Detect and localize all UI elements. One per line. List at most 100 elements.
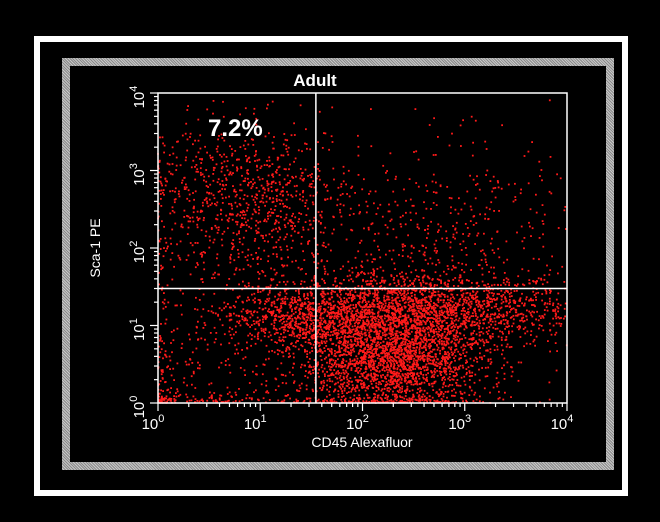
- data-point: [401, 309, 404, 311]
- data-point: [235, 214, 238, 217]
- data-point: [525, 342, 528, 345]
- data-point: [492, 335, 494, 338]
- data-point: [470, 333, 473, 336]
- data-point: [351, 310, 354, 312]
- data-point: [411, 398, 414, 401]
- data-point: [433, 376, 435, 379]
- data-point: [392, 307, 395, 310]
- data-point: [294, 311, 297, 314]
- data-point: [327, 306, 330, 309]
- data-point: [393, 370, 396, 373]
- data-point: [164, 184, 167, 187]
- data-point: [490, 313, 492, 316]
- data-point: [318, 309, 321, 312]
- data-point: [462, 344, 465, 347]
- data-point: [369, 280, 372, 282]
- data-point: [395, 292, 398, 295]
- data-point: [257, 323, 260, 325]
- data-point: [375, 382, 378, 385]
- data-point: [428, 382, 430, 385]
- data-point: [482, 307, 484, 310]
- data-point: [244, 140, 247, 142]
- data-point: [474, 341, 476, 344]
- data-point: [474, 294, 477, 296]
- data-point: [422, 279, 424, 282]
- data-point: [419, 358, 422, 361]
- data-point: [346, 385, 349, 387]
- data-point: [409, 355, 411, 357]
- data-point: [421, 329, 424, 332]
- data-point: [359, 314, 362, 317]
- data-point: [425, 282, 428, 285]
- data-point: [323, 330, 325, 333]
- data-point: [396, 274, 398, 277]
- data-point: [319, 387, 321, 389]
- data-point: [410, 372, 412, 374]
- data-point: [321, 387, 324, 389]
- data-point: [282, 340, 285, 342]
- data-point: [552, 304, 554, 307]
- data-point: [502, 349, 504, 352]
- data-point: [349, 329, 352, 332]
- data-point: [351, 325, 354, 328]
- data-point: [354, 400, 357, 403]
- data-point: [427, 372, 429, 375]
- data-point: [437, 340, 440, 343]
- data-point: [420, 307, 423, 310]
- data-point: [417, 335, 420, 338]
- data-point: [475, 315, 477, 317]
- data-point: [388, 367, 391, 370]
- scatter-points: [157, 99, 568, 404]
- data-point: [385, 309, 388, 312]
- data-point: [423, 358, 426, 361]
- data-point: [272, 180, 275, 183]
- data-point: [394, 316, 396, 319]
- data-point: [518, 305, 521, 307]
- data-point: [286, 297, 289, 300]
- data-point: [392, 341, 394, 343]
- data-point: [357, 274, 359, 277]
- data-point: [450, 289, 453, 292]
- data-point: [423, 330, 426, 333]
- data-point: [412, 365, 415, 368]
- data-point: [403, 397, 406, 400]
- data-point: [415, 349, 417, 352]
- data-point: [446, 307, 448, 310]
- data-point: [411, 396, 414, 399]
- data-point: [294, 296, 296, 299]
- data-point: [386, 327, 389, 330]
- data-point: [308, 365, 311, 368]
- data-point: [291, 299, 294, 301]
- data-point: [401, 362, 403, 365]
- data-point: [320, 340, 323, 342]
- data-point: [316, 283, 319, 286]
- data-point: [351, 384, 354, 387]
- data-point: [315, 191, 318, 194]
- data-point: [386, 352, 389, 355]
- data-point: [455, 367, 457, 370]
- data-point: [448, 301, 450, 304]
- data-point: [320, 389, 323, 392]
- data-point: [379, 323, 381, 326]
- data-point: [435, 319, 438, 321]
- data-point: [337, 311, 340, 313]
- data-point: [438, 330, 440, 333]
- data-point: [423, 339, 426, 341]
- data-point: [468, 304, 471, 307]
- data-point: [351, 294, 354, 296]
- data-point: [357, 353, 360, 355]
- data-point: [497, 381, 500, 384]
- data-point: [485, 341, 488, 343]
- data-point: [367, 343, 369, 346]
- data-point: [409, 350, 412, 352]
- data-point: [438, 261, 441, 264]
- data-point: [386, 310, 388, 313]
- data-point: [329, 302, 332, 305]
- data-point: [389, 343, 392, 346]
- data-point: [522, 320, 525, 323]
- data-point: [313, 237, 316, 240]
- data-point: [466, 401, 468, 403]
- data-point: [552, 302, 555, 305]
- data-point: [339, 375, 342, 377]
